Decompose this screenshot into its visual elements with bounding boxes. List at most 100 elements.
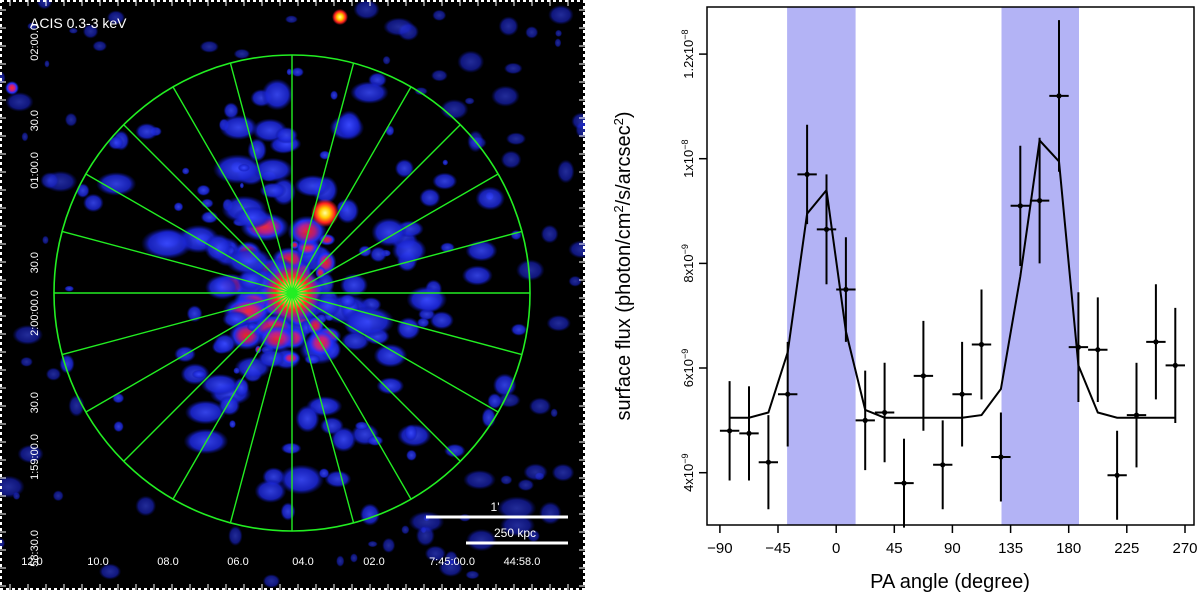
data-point (959, 391, 965, 397)
emission-blob (205, 274, 240, 300)
noise-blob (465, 528, 497, 552)
noise-blob (415, 524, 435, 547)
y-label-part: surface flux (photon/cm (613, 213, 635, 421)
noise-blob (550, 408, 558, 418)
noise-blob (444, 443, 466, 458)
y-label-sup: 2 (611, 205, 626, 212)
y-tick-label: 4x10−9 (680, 453, 696, 491)
noise-blob (406, 449, 417, 461)
x-tick-label: 135 (998, 540, 1023, 557)
ra-label: 02.0 (363, 556, 384, 568)
noise-blob (36, 0, 53, 10)
noise-blob (107, 135, 124, 150)
data-point (804, 171, 810, 177)
noise-blob (135, 123, 159, 141)
y-tick-mantissa: 6x10 (681, 359, 696, 387)
dec-label: 2:00:00.0 (29, 290, 41, 336)
y-tick-label: 8x10−9 (680, 244, 696, 282)
plot-frame (706, 6, 1195, 526)
y-tick-exponent: −8 (680, 139, 690, 149)
noise-blob (291, 67, 304, 77)
noise-blob (432, 9, 447, 22)
x-tick-label: 225 (1114, 540, 1139, 557)
noise-blob (27, 22, 38, 31)
point-source (332, 9, 348, 25)
noise-blob (324, 470, 352, 488)
emission-blob (233, 206, 272, 229)
emission-blob (294, 174, 332, 197)
emission-blob (196, 184, 211, 196)
emission-blob (257, 349, 286, 368)
noise-blob (515, 259, 545, 281)
data-point (1056, 93, 1062, 99)
emission-blob (252, 157, 294, 183)
noise-blob (68, 27, 79, 34)
data-point (843, 286, 849, 293)
noise-blob (440, 99, 469, 120)
ra-label: 44:58.0 (504, 556, 541, 568)
sector-grid (53, 54, 531, 532)
noise-blob (492, 373, 517, 397)
noise-blob (438, 558, 464, 577)
noise-blob (498, 16, 519, 37)
noise-blob (21, 132, 29, 142)
noise-blob (233, 48, 251, 60)
noise-blob (20, 356, 33, 367)
noise-blob (82, 193, 104, 213)
data-point (1075, 344, 1081, 350)
noise-blob (414, 87, 428, 96)
noise-blob (199, 40, 219, 53)
emission-blob (391, 237, 427, 264)
noise-blob (432, 172, 458, 190)
emission-blob (257, 324, 297, 353)
data-point (1037, 198, 1043, 204)
x-tick-label: −45 (765, 540, 790, 557)
noise-blob (330, 90, 339, 101)
dec-label: 1:59:00.0 (29, 434, 41, 480)
emission-blob (396, 317, 421, 340)
noise-blob (385, 125, 395, 137)
noise-blob (571, 112, 585, 131)
noise-blob (525, 26, 539, 39)
ra-label: 12.0 (21, 556, 42, 568)
data-point (1133, 412, 1140, 418)
emission-blob (229, 419, 236, 429)
emission-blob (213, 333, 237, 354)
noise-blob (461, 265, 493, 286)
emission-blob (225, 247, 273, 276)
ra-label: 08.0 (157, 556, 178, 568)
emission-blob (261, 78, 294, 111)
x-tick-label: 90 (944, 540, 961, 557)
noise-blob (113, 420, 124, 433)
noise-blob (568, 275, 582, 287)
data-point (901, 480, 907, 486)
noise-blob (106, 10, 126, 25)
emission-blob (191, 369, 207, 379)
shaded-bands (787, 7, 1079, 525)
emission-blob (173, 202, 184, 212)
y-label-part: /s/arcsec (613, 125, 635, 205)
noise-blob (487, 392, 503, 410)
ra-label: 04.0 (292, 556, 313, 568)
data-point (746, 430, 752, 436)
data-points (719, 20, 1185, 528)
noise-blob (548, 5, 574, 25)
emission-blob (318, 468, 330, 479)
emission-blob (406, 286, 448, 313)
noise-blob (568, 240, 585, 259)
emission-blob (373, 343, 408, 368)
band-label: ACIS 0.3-3 keV (30, 15, 127, 31)
noise-blob (0, 475, 25, 498)
x-tick-label: 0 (832, 540, 840, 557)
noise-blob (554, 29, 563, 38)
data-point (1153, 339, 1159, 345)
emission-blob (330, 426, 357, 453)
y-tick-label: 1.2x10−8 (680, 29, 696, 78)
noise-blob (429, 311, 454, 330)
y-label-part: ) (613, 111, 635, 118)
noise-blob (382, 537, 396, 553)
emission-blob (259, 182, 287, 199)
noise-blob (280, 502, 296, 521)
noise-blob (45, 367, 62, 381)
dec-label: 30.0 (29, 252, 41, 273)
